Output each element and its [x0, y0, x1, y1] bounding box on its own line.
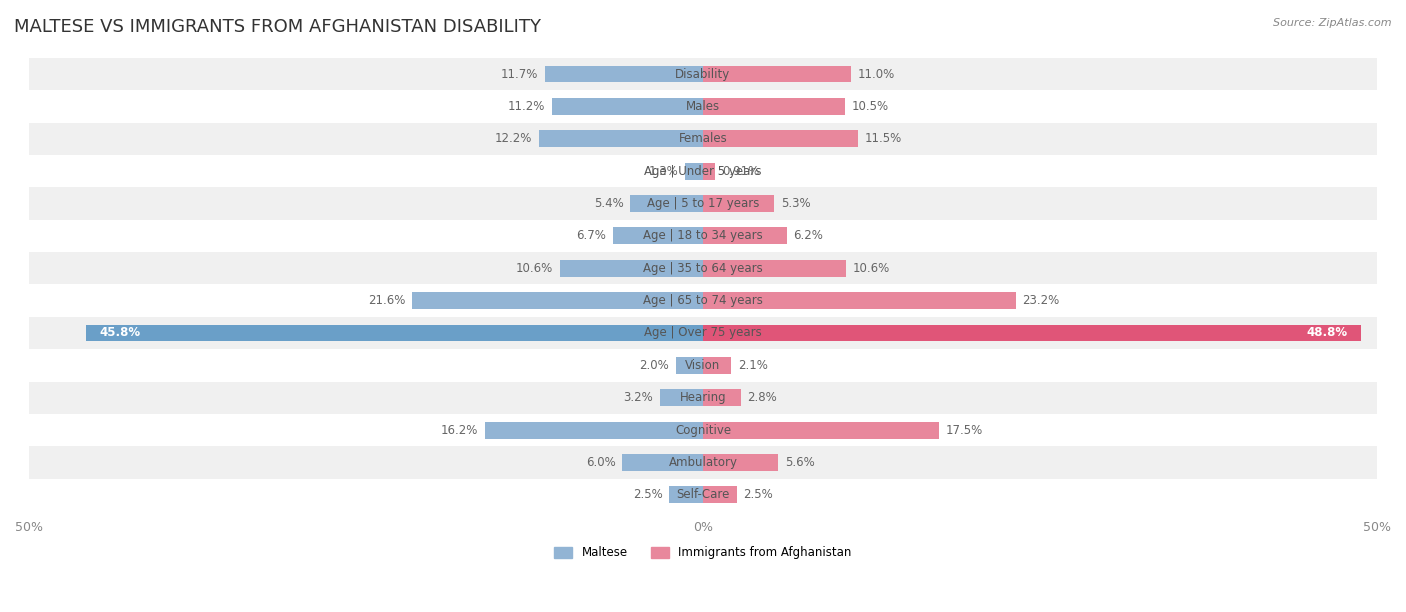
Text: 2.8%: 2.8%: [748, 391, 778, 405]
Bar: [30, 187, 1376, 220]
Text: Age | Over 75 years: Age | Over 75 years: [644, 326, 762, 340]
Bar: [30, 414, 1376, 446]
Text: 1.3%: 1.3%: [650, 165, 679, 177]
Text: Source: ZipAtlas.com: Source: ZipAtlas.com: [1274, 18, 1392, 28]
Bar: [30, 381, 1376, 414]
Bar: [703, 260, 846, 277]
Text: 6.2%: 6.2%: [793, 230, 823, 242]
Text: Vision: Vision: [685, 359, 721, 372]
Text: 11.7%: 11.7%: [501, 67, 538, 81]
Bar: [703, 65, 851, 83]
Bar: [30, 317, 1376, 349]
Text: 11.2%: 11.2%: [508, 100, 546, 113]
Text: 16.2%: 16.2%: [440, 424, 478, 436]
Bar: [30, 220, 1376, 252]
Bar: [703, 357, 731, 374]
Text: 3.2%: 3.2%: [623, 391, 654, 405]
Bar: [553, 98, 703, 115]
Text: 2.5%: 2.5%: [633, 488, 662, 501]
Text: Ambulatory: Ambulatory: [668, 456, 738, 469]
Text: 21.6%: 21.6%: [368, 294, 405, 307]
Bar: [703, 454, 779, 471]
Text: Females: Females: [679, 132, 727, 145]
Bar: [669, 487, 703, 503]
Text: 6.0%: 6.0%: [586, 456, 616, 469]
Bar: [703, 422, 939, 439]
Text: 11.0%: 11.0%: [858, 67, 896, 81]
Text: 17.5%: 17.5%: [946, 424, 983, 436]
Bar: [485, 422, 703, 439]
Bar: [703, 487, 737, 503]
Text: 5.6%: 5.6%: [785, 456, 815, 469]
Bar: [560, 260, 703, 277]
Text: 23.2%: 23.2%: [1022, 294, 1060, 307]
Text: 48.8%: 48.8%: [1306, 326, 1347, 340]
Text: Self-Care: Self-Care: [676, 488, 730, 501]
Bar: [538, 130, 703, 147]
Bar: [30, 58, 1376, 90]
Bar: [686, 163, 703, 179]
Text: Age | 35 to 64 years: Age | 35 to 64 years: [643, 262, 763, 275]
Bar: [412, 292, 703, 309]
Text: Disability: Disability: [675, 67, 731, 81]
Text: 45.8%: 45.8%: [98, 326, 141, 340]
Bar: [30, 252, 1376, 285]
Text: 5.4%: 5.4%: [593, 197, 623, 210]
Bar: [703, 228, 786, 244]
Text: 10.6%: 10.6%: [516, 262, 554, 275]
Bar: [86, 324, 703, 341]
Bar: [703, 324, 1361, 341]
Bar: [659, 389, 703, 406]
Text: 11.5%: 11.5%: [865, 132, 903, 145]
Bar: [30, 479, 1376, 511]
Bar: [703, 195, 775, 212]
Bar: [621, 454, 703, 471]
Bar: [30, 349, 1376, 381]
Text: 12.2%: 12.2%: [495, 132, 531, 145]
Text: 10.5%: 10.5%: [851, 100, 889, 113]
Legend: Maltese, Immigrants from Afghanistan: Maltese, Immigrants from Afghanistan: [550, 542, 856, 564]
Text: Hearing: Hearing: [679, 391, 727, 405]
Text: Males: Males: [686, 100, 720, 113]
Text: Age | 5 to 17 years: Age | 5 to 17 years: [647, 197, 759, 210]
Bar: [630, 195, 703, 212]
Text: Age | 65 to 74 years: Age | 65 to 74 years: [643, 294, 763, 307]
Text: Cognitive: Cognitive: [675, 424, 731, 436]
Bar: [30, 155, 1376, 187]
Text: 0.91%: 0.91%: [723, 165, 759, 177]
Bar: [30, 285, 1376, 317]
Bar: [703, 292, 1015, 309]
Bar: [30, 446, 1376, 479]
Bar: [613, 228, 703, 244]
Text: 2.5%: 2.5%: [744, 488, 773, 501]
Text: 5.3%: 5.3%: [782, 197, 811, 210]
Text: MALTESE VS IMMIGRANTS FROM AFGHANISTAN DISABILITY: MALTESE VS IMMIGRANTS FROM AFGHANISTAN D…: [14, 18, 541, 36]
Bar: [703, 130, 858, 147]
Bar: [546, 65, 703, 83]
Text: 2.1%: 2.1%: [738, 359, 768, 372]
Text: 6.7%: 6.7%: [576, 230, 606, 242]
Text: 10.6%: 10.6%: [852, 262, 890, 275]
Text: Age | Under 5 years: Age | Under 5 years: [644, 165, 762, 177]
Bar: [703, 163, 716, 179]
Bar: [30, 90, 1376, 122]
Bar: [703, 98, 845, 115]
Text: Age | 18 to 34 years: Age | 18 to 34 years: [643, 230, 763, 242]
Bar: [30, 122, 1376, 155]
Bar: [676, 357, 703, 374]
Bar: [703, 389, 741, 406]
Text: 2.0%: 2.0%: [640, 359, 669, 372]
